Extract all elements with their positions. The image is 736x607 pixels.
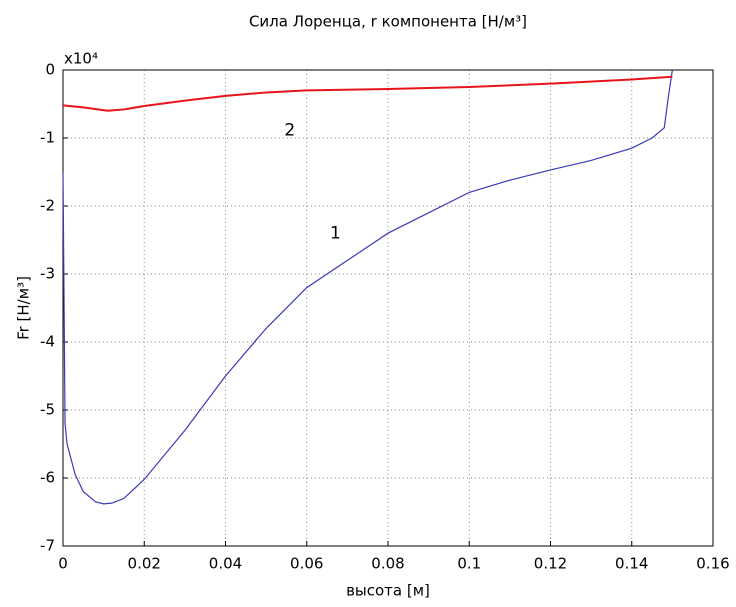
y-tick-label: 0 bbox=[45, 61, 55, 79]
x-tick-label: 0.1 bbox=[457, 555, 481, 573]
y-axis-label: Fr [Н/м³] bbox=[15, 276, 33, 340]
series-label: 1 bbox=[330, 223, 341, 243]
chart-title: Сила Лоренца, r компонента [Н/м³] bbox=[249, 13, 527, 31]
y-tick-label: -4 bbox=[40, 333, 55, 351]
y-tick-label: -2 bbox=[40, 197, 55, 215]
x-tick-label: 0.02 bbox=[128, 555, 161, 573]
x-tick-label: 0.14 bbox=[615, 555, 648, 573]
series-line bbox=[62, 69, 673, 505]
y-multiplier: x10⁴ bbox=[64, 50, 98, 68]
y-tick-label: -7 bbox=[40, 537, 55, 555]
plot-frame bbox=[62, 69, 714, 547]
x-tick-label: 0 bbox=[58, 555, 68, 573]
y-tick-label: -1 bbox=[40, 129, 55, 147]
y-tick-label: -3 bbox=[40, 265, 55, 283]
x-tick-label: 0.12 bbox=[534, 555, 567, 573]
x-tick-label: 0.06 bbox=[290, 555, 323, 573]
x-tick-label: 0.08 bbox=[371, 555, 404, 573]
x-tick-label: 0.16 bbox=[696, 555, 729, 573]
series-line bbox=[62, 75, 673, 112]
x-axis-label: высота [м] bbox=[346, 582, 430, 600]
series-label: 2 bbox=[284, 120, 295, 140]
y-tick-label: -5 bbox=[40, 401, 55, 419]
y-tick-label: -6 bbox=[40, 469, 55, 487]
x-tick-label: 0.04 bbox=[209, 555, 242, 573]
